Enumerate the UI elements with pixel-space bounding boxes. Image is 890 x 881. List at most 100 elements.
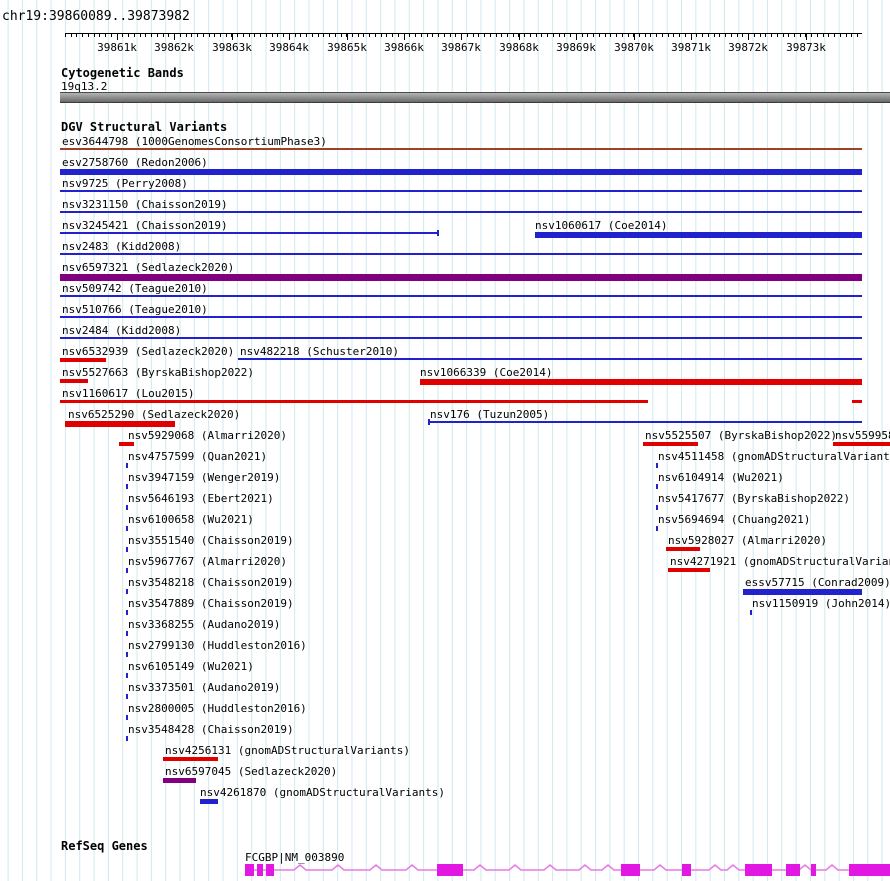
gene-exon[interactable]	[786, 864, 800, 876]
variant-label[interactable]: nsv5646193 (Ebert2021)	[128, 492, 274, 505]
variant-glyph[interactable]	[60, 190, 862, 192]
variant-label[interactable]: nsv3548218 (Chaisson2019)	[128, 576, 294, 589]
variant-glyph[interactable]	[126, 631, 128, 636]
variant-label[interactable]: nsv5929068 (Almarri2020)	[128, 429, 287, 442]
variant-label[interactable]: nsv4511458 (gnomADStructuralVariants)	[658, 450, 890, 463]
variant-glyph[interactable]	[60, 400, 648, 403]
variant-label[interactable]: nsv6104914 (Wu2021)	[658, 471, 784, 484]
variant-glyph[interactable]	[656, 505, 658, 510]
variant-label[interactable]: nsv5417677 (ByrskaBishop2022)	[658, 492, 851, 505]
variant-label[interactable]: nsv4757599 (Quan2021)	[128, 450, 268, 463]
variant-glyph[interactable]	[833, 442, 890, 446]
variant-glyph[interactable]	[200, 799, 218, 804]
variant-label[interactable]: nsv5928027 (Almarri2020)	[668, 534, 827, 547]
variant-label[interactable]: nsv2484 (Kidd2008)	[62, 324, 182, 337]
variant-glyph[interactable]	[126, 715, 128, 720]
variant-glyph[interactable]	[60, 358, 106, 362]
variant-glyph[interactable]	[60, 253, 862, 255]
variant-glyph[interactable]	[60, 274, 862, 281]
variant-label[interactable]: nsv1060617 (Coe2014)	[535, 219, 668, 232]
variant-label[interactable]: nsv1160617 (Lou2015)	[62, 387, 195, 400]
variant-label[interactable]: nsv482218 (Schuster2010)	[240, 345, 399, 358]
variant-label[interactable]: nsv6525290 (Sedlazeck2020)	[68, 408, 241, 421]
variant-glyph[interactable]	[60, 169, 862, 175]
variant-glyph[interactable]	[743, 589, 862, 595]
variant-label[interactable]: nsv5967767 (Almarri2020)	[128, 555, 287, 568]
variant-glyph[interactable]	[420, 379, 862, 385]
variant-label[interactable]: nsv6100658 (Wu2021)	[128, 513, 254, 526]
variant-glyph[interactable]	[750, 610, 752, 615]
variant-label[interactable]: nsv4261870 (gnomADStructuralVariants)	[200, 786, 446, 799]
variant-glyph[interactable]	[60, 211, 862, 213]
variant-glyph[interactable]	[119, 442, 134, 446]
variant-label[interactable]: esv3644798 (1000GenomesConsortiumPhase3)	[62, 135, 327, 148]
gene-name-label[interactable]: FCGBP|NM_003890	[245, 851, 345, 864]
variant-label[interactable]: nsv1066339 (Coe2014)	[420, 366, 553, 379]
variant-label[interactable]: nsv4256131 (gnomADStructuralVariants)	[165, 744, 411, 757]
variant-label[interactable]: nsv510766 (Teague2010)	[62, 303, 208, 316]
variant-label[interactable]: nsv3947159 (Wenger2019)	[128, 471, 281, 484]
variant-glyph[interactable]	[126, 463, 128, 468]
variant-glyph[interactable]	[666, 547, 700, 551]
variant-glyph[interactable]	[656, 484, 658, 489]
variant-label[interactable]: nsv5527663 (ByrskaBishop2022)	[62, 366, 255, 379]
variant-glyph[interactable]	[60, 379, 88, 383]
cytoband-bar[interactable]	[60, 92, 890, 103]
gene-exon[interactable]	[437, 864, 463, 876]
variant-glyph[interactable]	[60, 232, 439, 234]
variant-glyph[interactable]	[126, 526, 128, 531]
variant-glyph[interactable]	[60, 295, 862, 297]
variant-label[interactable]: nsv3373501 (Audano2019)	[128, 681, 281, 694]
gene-exon[interactable]	[745, 864, 772, 876]
variant-glyph[interactable]	[126, 652, 128, 657]
gene-exon[interactable]	[811, 864, 816, 876]
variant-label[interactable]: nsv4271921 (gnomADStructuralVariants)	[670, 555, 890, 568]
variant-glyph[interactable]	[428, 421, 862, 423]
variant-label[interactable]: nsv3245421 (Chaisson2019)	[62, 219, 228, 232]
variant-glyph[interactable]	[126, 547, 128, 552]
variant-label[interactable]: nsv3231150 (Chaisson2019)	[62, 198, 228, 211]
variant-label[interactable]: nsv6105149 (Wu2021)	[128, 660, 254, 673]
variant-glyph[interactable]	[126, 589, 128, 594]
variant-label[interactable]: essv57715 (Conrad2009)	[745, 576, 890, 589]
variant-label[interactable]: nsv6597045 (Sedlazeck2020)	[165, 765, 338, 778]
variant-glyph[interactable]	[428, 419, 430, 425]
variant-label[interactable]: esv2758760 (Redon2006)	[62, 156, 208, 169]
variant-glyph[interactable]	[852, 400, 862, 403]
variant-glyph[interactable]	[238, 358, 862, 360]
variant-glyph[interactable]	[60, 148, 862, 150]
variant-glyph[interactable]	[126, 736, 128, 741]
variant-label[interactable]: nsv3548428 (Chaisson2019)	[128, 723, 294, 736]
variant-glyph[interactable]	[163, 757, 218, 761]
variant-glyph[interactable]	[437, 230, 439, 236]
variant-glyph[interactable]	[656, 463, 658, 468]
variant-label[interactable]: nsv3551540 (Chaisson2019)	[128, 534, 294, 547]
variant-glyph[interactable]	[126, 568, 128, 573]
variant-label[interactable]: nsv5694694 (Chuang2021)	[658, 513, 811, 526]
gene-exon[interactable]	[621, 864, 640, 876]
variant-glyph[interactable]	[535, 232, 862, 238]
variant-label[interactable]: nsv1150919 (John2014)	[752, 597, 890, 610]
gene-exon[interactable]	[245, 864, 254, 876]
variant-label[interactable]: nsv6597321 (Sedlazeck2020)	[62, 261, 235, 274]
variant-label[interactable]: nsv559958	[835, 429, 890, 442]
variant-glyph[interactable]	[643, 442, 698, 446]
variant-glyph[interactable]	[60, 316, 862, 318]
variant-glyph[interactable]	[668, 568, 710, 572]
gene-exon[interactable]	[682, 864, 691, 876]
variant-glyph[interactable]	[65, 421, 175, 427]
variant-glyph[interactable]	[126, 505, 128, 510]
variant-glyph[interactable]	[126, 484, 128, 489]
gene-exon[interactable]	[849, 864, 890, 876]
variant-glyph[interactable]	[126, 610, 128, 615]
variant-label[interactable]: nsv2799130 (Huddleston2016)	[128, 639, 307, 652]
variant-glyph[interactable]	[126, 673, 128, 678]
variant-glyph[interactable]	[60, 337, 862, 339]
gene-exon[interactable]	[257, 864, 263, 876]
variant-glyph[interactable]	[126, 694, 128, 699]
variant-glyph[interactable]	[163, 778, 196, 783]
variant-label[interactable]: nsv9725 (Perry2008)	[62, 177, 188, 190]
gene-exon[interactable]	[266, 864, 274, 876]
variant-label[interactable]: nsv176 (Tuzun2005)	[430, 408, 550, 421]
variant-label[interactable]: nsv6532939 (Sedlazeck2020)	[62, 345, 235, 358]
